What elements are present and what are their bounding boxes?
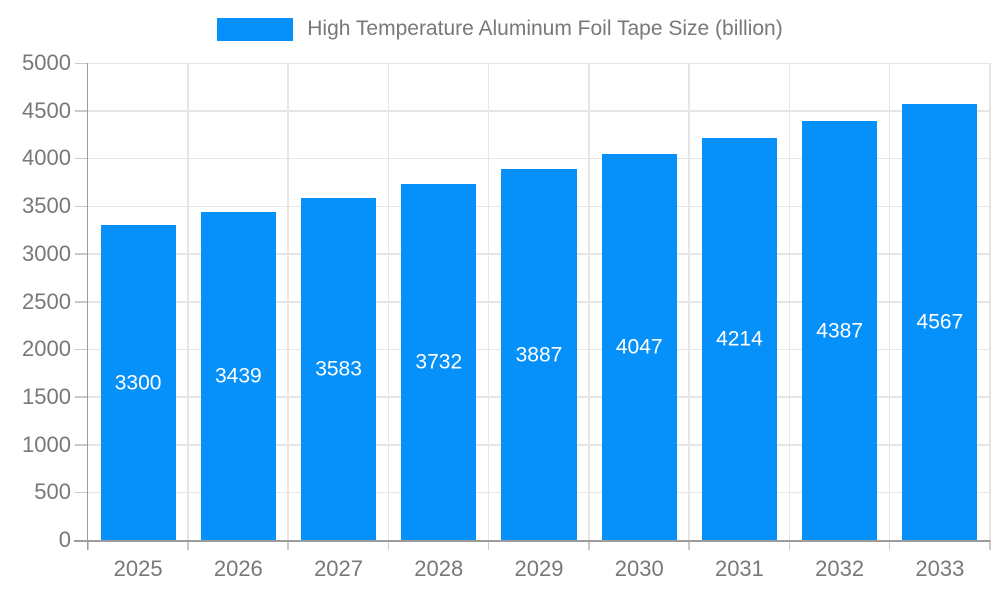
bar-value-label: 3887 (515, 343, 563, 367)
y-axis-tick-label: 3000 (22, 240, 71, 266)
x-axis-tick (287, 540, 289, 550)
bar-2028[interactable]: 3732 (401, 183, 477, 540)
y-axis-tick (75, 396, 88, 398)
bar-value-label: 3439 (214, 364, 262, 388)
x-axis-category-label: 2028 (414, 556, 464, 581)
bar-value-label: 4047 (615, 335, 663, 359)
legend-swatch-icon (217, 17, 294, 41)
y-axis-tick-label: 1000 (22, 431, 71, 457)
gridline-vertical (788, 63, 791, 540)
x-axis-category-label: 2033 (915, 556, 965, 581)
x-axis-line (74, 540, 990, 542)
x-axis-tick (588, 540, 590, 550)
y-axis-tick (75, 253, 88, 255)
y-axis-tick (75, 348, 88, 351)
y-axis-tick-label: 2000 (22, 336, 71, 362)
gridline-vertical (487, 63, 490, 540)
x-axis-category-label: 2032 (815, 556, 865, 581)
y-axis-tick-label: 4500 (22, 97, 71, 123)
y-axis-tick-label: 4000 (22, 145, 71, 171)
x-axis-category-label: 2031 (714, 556, 764, 581)
x-axis-tick (989, 540, 991, 550)
bar-value-label: 3732 (415, 350, 463, 374)
x-axis-tick (788, 540, 791, 550)
legend: High Temperature Aluminum Foil Tape Size… (0, 17, 1000, 41)
bar-2033[interactable]: 4567 (902, 104, 978, 540)
x-axis-tick (688, 540, 690, 550)
y-axis-tick (75, 157, 88, 160)
y-axis-tick (75, 205, 88, 208)
y-axis-tick-label: 2500 (22, 288, 71, 314)
legend-label: High Temperature Aluminum Foil Tape Size… (307, 17, 783, 40)
y-axis-line (86, 63, 88, 550)
bar-value-label: 4387 (816, 319, 864, 343)
gridline-horizontal (88, 110, 990, 112)
x-axis-category-label: 2029 (514, 556, 564, 581)
y-axis-tick-label: 1500 (22, 383, 71, 409)
bar-2031[interactable]: 4214 (701, 138, 778, 540)
y-axis-tick (75, 444, 88, 446)
y-axis-tick (75, 62, 88, 64)
x-axis-tick (888, 540, 891, 550)
gridline-vertical (688, 63, 690, 540)
x-axis-tick (187, 540, 189, 550)
bar-2025[interactable]: 3300 (100, 225, 176, 540)
gridline-horizontal (88, 62, 990, 64)
y-axis-tick-label: 500 (34, 479, 71, 505)
bar-value-label: 4567 (916, 310, 964, 334)
gridline-vertical (588, 63, 590, 540)
y-axis-tick-label: 3500 (22, 193, 71, 219)
legend-item[interactable]: High Temperature Aluminum Foil Tape Size… (217, 17, 783, 41)
x-axis-category-label: 2030 (614, 556, 664, 581)
plot-area: 0 500 1000 1500 2000 2500 3000 3500 4000 4500 5000… (22, 52, 991, 580)
bar-2030[interactable]: 4047 (601, 153, 677, 540)
y-axis-tick-label: 0 (58, 527, 71, 552)
x-axis-tick (387, 540, 390, 550)
gridline-vertical (989, 63, 991, 540)
y-axis-tick-label: 5000 (22, 50, 71, 75)
bar-2032[interactable]: 4387 (802, 121, 878, 540)
y-axis-tick (75, 110, 88, 112)
gridline-vertical (387, 63, 390, 540)
bar-value-label: 4214 (716, 327, 763, 351)
bar-value-label: 3300 (114, 371, 162, 395)
x-axis-category-label: 2025 (113, 556, 163, 581)
bar-value-label: 3583 (315, 357, 362, 381)
gridline-vertical (187, 63, 189, 540)
bar-2026[interactable]: 3439 (200, 211, 276, 540)
y-axis-tick (75, 491, 88, 494)
gridline-vertical (888, 63, 891, 540)
x-axis-category-label: 2026 (213, 556, 263, 581)
gridline-vertical (287, 63, 289, 540)
x-axis-tick (487, 540, 490, 550)
x-axis-category-label: 2027 (314, 556, 364, 581)
y-axis-tick (75, 301, 88, 303)
bar-2027[interactable]: 3583 (300, 198, 377, 540)
gridline-horizontal (88, 157, 990, 160)
bar-2029[interactable]: 3887 (501, 169, 577, 540)
